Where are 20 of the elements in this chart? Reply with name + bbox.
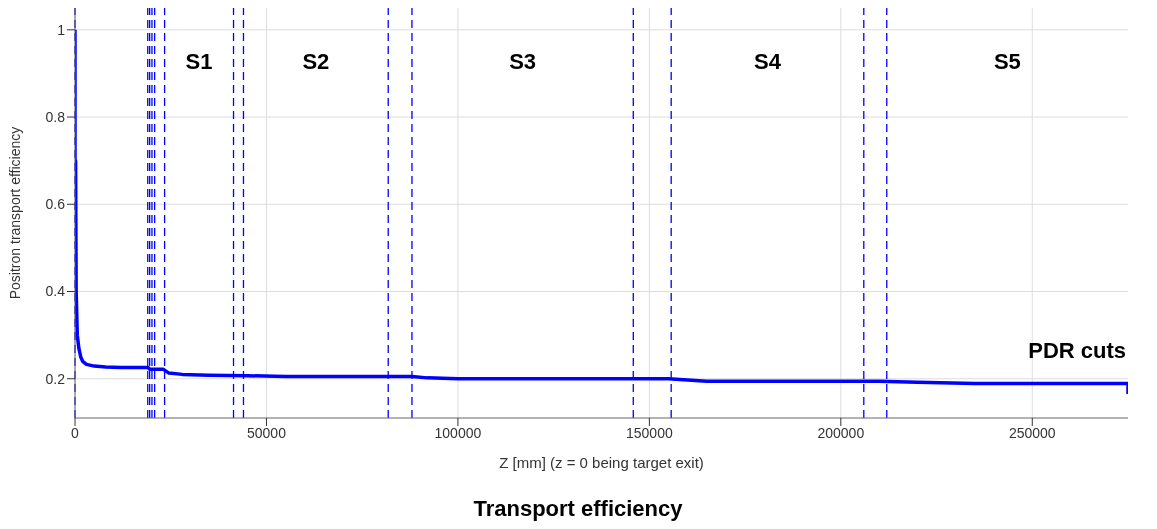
- annotation: PDR cuts: [1028, 338, 1126, 364]
- x-tick-label: 0: [71, 424, 80, 441]
- annotation: S2: [302, 49, 330, 75]
- annotation: S4: [754, 49, 782, 75]
- text: Transport efficiency: [472, 496, 684, 522]
- y-tick-label: 0.8: [45, 109, 66, 126]
- x-tick-label: 200000: [817, 424, 865, 441]
- x-tick-label: 50000: [246, 424, 287, 441]
- x-axis-title: Z [mm] (z = 0 being target exit): [499, 454, 704, 471]
- y-tick-label: 0.4: [45, 283, 66, 300]
- x-tick-label: 250000: [1008, 424, 1056, 441]
- annotation: S5: [993, 49, 1021, 75]
- x-tick-label: 150000: [626, 424, 673, 441]
- annotation: S3: [509, 49, 537, 75]
- y-tick-label: 1: [57, 21, 66, 38]
- x-tick-label: 100000: [434, 424, 482, 441]
- y-tick-label: 0.6: [45, 196, 66, 213]
- y-axis-title: Positron transport efficiency: [6, 126, 23, 300]
- annotation: S1: [185, 49, 213, 75]
- y-tick-label: 0.2: [45, 370, 66, 387]
